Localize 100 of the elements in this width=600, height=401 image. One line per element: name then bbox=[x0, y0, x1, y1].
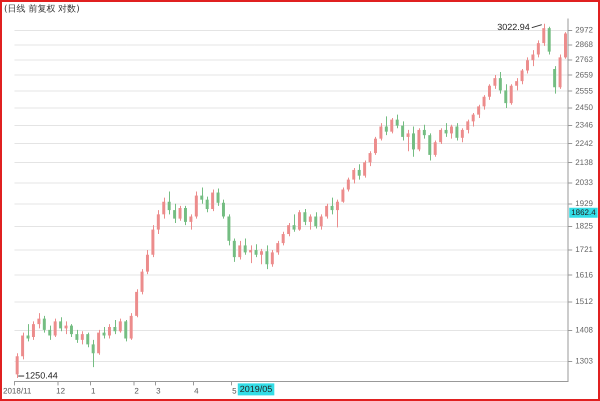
candlestick bbox=[42, 315, 46, 334]
candlestick bbox=[189, 214, 192, 230]
candlestick bbox=[536, 40, 540, 58]
candlestick bbox=[102, 326, 106, 339]
candlestick bbox=[363, 160, 366, 178]
y-tick-label: 2450 bbox=[575, 103, 594, 112]
x-tick-label: 2 bbox=[134, 386, 140, 396]
candlestick bbox=[553, 66, 556, 94]
candlestick bbox=[542, 23, 546, 46]
candlestick bbox=[260, 248, 263, 265]
candlestick bbox=[156, 210, 160, 235]
candlestick bbox=[488, 84, 491, 100]
x-tick-label: 4 bbox=[194, 386, 200, 396]
candlestick bbox=[292, 214, 296, 232]
candlestick bbox=[450, 124, 453, 140]
candlestick bbox=[97, 329, 100, 356]
candlestick bbox=[64, 320, 68, 335]
candlestick bbox=[270, 250, 274, 268]
candlestick bbox=[412, 126, 415, 158]
candlestick bbox=[510, 84, 513, 106]
candlestick bbox=[173, 203, 176, 224]
candlestick bbox=[244, 238, 247, 256]
candlestick bbox=[498, 72, 502, 94]
candlestick bbox=[341, 187, 344, 204]
y-tick-label: 2138 bbox=[575, 158, 594, 167]
candlestick bbox=[298, 210, 301, 232]
candlestick bbox=[390, 118, 394, 134]
y-tick-label: 1616 bbox=[575, 270, 594, 280]
candlestick bbox=[358, 164, 361, 180]
candlestick bbox=[455, 122, 458, 141]
candlestick bbox=[146, 250, 149, 275]
candlestick bbox=[32, 320, 35, 340]
candlestick bbox=[80, 330, 84, 345]
y-tick-label: 2555 bbox=[575, 86, 594, 96]
y-tick-label: 2763 bbox=[575, 54, 594, 64]
candlestick bbox=[336, 199, 339, 228]
candlestick bbox=[477, 104, 480, 118]
y-tick-label: 1929 bbox=[575, 199, 594, 208]
candlestick bbox=[330, 197, 334, 215]
candlestick bbox=[287, 222, 290, 237]
candlestick bbox=[168, 191, 171, 215]
candlestick bbox=[428, 132, 432, 161]
candlestick bbox=[254, 244, 258, 258]
candlestick bbox=[352, 168, 356, 184]
candlestick bbox=[526, 56, 529, 74]
candlestick bbox=[368, 150, 372, 167]
candlestick bbox=[130, 312, 133, 340]
x-tick-label: 12 bbox=[56, 386, 66, 396]
candlestick bbox=[444, 122, 448, 138]
candlestick bbox=[466, 119, 470, 134]
candlestick bbox=[396, 114, 399, 129]
candlestick bbox=[54, 318, 57, 338]
y-tick-label: 2033 bbox=[575, 178, 594, 188]
candlestick bbox=[222, 199, 225, 220]
candlestick bbox=[482, 94, 486, 110]
y-tick-label: 2868 bbox=[575, 40, 594, 50]
candlestick bbox=[282, 231, 285, 246]
candlestick bbox=[422, 124, 426, 140]
candlestick bbox=[194, 191, 198, 220]
candlestick bbox=[472, 112, 475, 127]
candlestick bbox=[216, 188, 220, 206]
candlestick bbox=[108, 324, 111, 339]
candlestick bbox=[564, 32, 567, 60]
candlestick bbox=[303, 208, 306, 226]
candlestick bbox=[184, 205, 187, 226]
candlestick bbox=[308, 214, 312, 230]
candlestick bbox=[379, 122, 382, 141]
x-tick-label: 5 bbox=[232, 386, 238, 396]
y-tick-label: 2972 bbox=[575, 26, 594, 35]
candlestick bbox=[265, 244, 268, 270]
text: 1862.4 bbox=[571, 208, 596, 217]
candlestick bbox=[276, 240, 280, 256]
candlestick bbox=[70, 324, 73, 338]
candlestick bbox=[118, 318, 122, 334]
y-tick-label: 1408 bbox=[575, 326, 594, 335]
y-tick-label: 2346 bbox=[575, 120, 594, 130]
candlestick bbox=[406, 129, 410, 152]
y-tick-label: 1303 bbox=[575, 356, 594, 366]
candlestick bbox=[401, 120, 404, 141]
chart-title: (日线 前复权 对数) bbox=[4, 4, 80, 15]
candlestick bbox=[439, 128, 442, 145]
candlestick bbox=[26, 324, 30, 342]
candlestick bbox=[16, 352, 19, 379]
candlestick bbox=[178, 205, 182, 222]
candlestick bbox=[417, 128, 420, 152]
y-tick-label: 1825 bbox=[575, 221, 594, 230]
candlestick bbox=[504, 84, 508, 109]
annotation: 3022.94 bbox=[497, 22, 530, 32]
y-tick-label: 2659 bbox=[575, 70, 594, 80]
candlestick bbox=[548, 26, 551, 55]
candlestick bbox=[515, 78, 518, 91]
candlestick bbox=[75, 329, 78, 344]
candlestick bbox=[249, 244, 252, 264]
candlestick bbox=[346, 177, 350, 192]
annotation: 1250.44 bbox=[25, 370, 58, 381]
candlestick bbox=[531, 50, 534, 67]
candlestick bbox=[140, 268, 144, 295]
y-tick-label: 1721 bbox=[575, 245, 594, 254]
candlestick bbox=[113, 319, 116, 335]
candlestick bbox=[59, 316, 62, 332]
